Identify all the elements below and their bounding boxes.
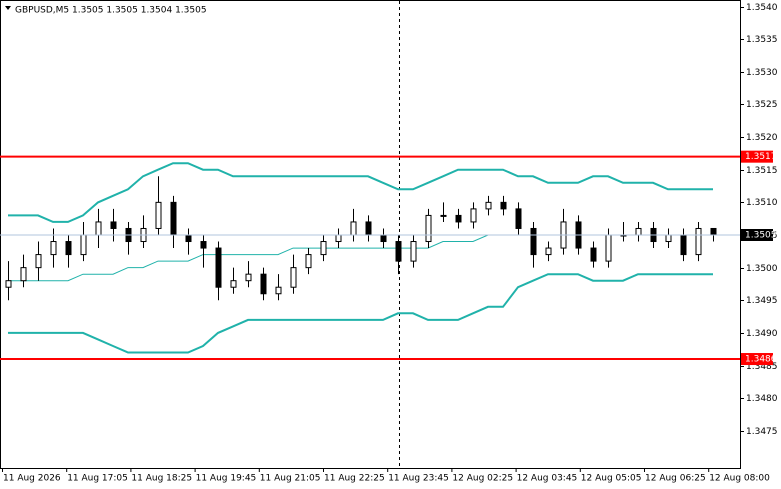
- candle-body: [170, 201, 177, 236]
- candle-body: [20, 267, 27, 282]
- candle-body: [665, 234, 672, 243]
- candle-body: [155, 201, 162, 229]
- candle-body: [245, 273, 252, 282]
- candle-body: [485, 201, 492, 210]
- y-tick-label: 1.3530: [746, 68, 778, 78]
- candle-body: [5, 280, 12, 288]
- candle-body: [545, 247, 552, 256]
- candle-body: [95, 221, 102, 236]
- candle-body: [380, 234, 387, 243]
- y-tick-label: 1.3525: [746, 100, 778, 110]
- candle-body: [395, 241, 402, 262]
- candle-body: [455, 214, 462, 223]
- candle-body: [500, 201, 507, 210]
- current-price-box: [741, 229, 773, 241]
- candle-body: [680, 234, 687, 256]
- candle-body: [110, 221, 117, 229]
- x-tick-label: 12 Aug 06:25: [645, 474, 706, 484]
- level-label-box: [741, 150, 773, 163]
- level-label-box: [741, 353, 773, 366]
- x-tick-label: 11 Aug 2026: [3, 474, 61, 484]
- candle-body: [215, 247, 222, 288]
- candle-body: [695, 227, 702, 256]
- candle-body: [305, 254, 312, 269]
- level-label: 1.3486: [745, 355, 777, 365]
- level-label: 1.3517: [745, 152, 777, 162]
- x-tick-label: 12 Aug 03:45: [517, 474, 578, 484]
- candle-body: [80, 234, 87, 256]
- candle-body: [290, 267, 297, 288]
- x-tick-label: 11 Aug 23:45: [388, 474, 449, 484]
- y-tick-label: 1.3540: [746, 3, 778, 13]
- candle-body: [35, 254, 42, 269]
- y-tick-label: 1.3500: [746, 264, 778, 274]
- candle-body: [275, 286, 282, 295]
- current-price-label: 1.3505: [745, 231, 777, 241]
- candle-body: [530, 227, 537, 256]
- x-tick-label: 11 Aug 17:05: [67, 474, 128, 484]
- candle-body: [230, 280, 237, 288]
- x-tick-label: 12 Aug 08:00: [709, 474, 770, 484]
- y-tick-label: 1.3535: [746, 35, 778, 45]
- x-tick-label: 12 Aug 02:25: [452, 474, 513, 484]
- y-tick-label: 1.3475: [746, 427, 778, 437]
- candle-body: [200, 241, 207, 249]
- candle-body: [65, 241, 72, 256]
- chart-title: GBPUSD,M5 1.3505 1.3505 1.3504 1.3505: [15, 6, 207, 16]
- x-tick-label: 11 Aug 19:45: [196, 474, 257, 484]
- candle-body: [410, 241, 417, 262]
- candle-body: [185, 234, 192, 243]
- y-tick-label: 1.3490: [746, 329, 778, 339]
- x-tick-label: 11 Aug 18:25: [131, 474, 192, 484]
- y-tick-label: 1.3495: [746, 296, 778, 306]
- bollinger-band: [8, 273, 713, 354]
- candle-body: [590, 247, 597, 262]
- y-tick-label: 1.3480: [746, 394, 778, 404]
- candle-body: [320, 241, 327, 256]
- candle-body: [470, 208, 477, 223]
- candle-body: [425, 214, 432, 243]
- candle-body: [710, 227, 717, 236]
- x-tick-label: 12 Aug 05:05: [581, 474, 642, 484]
- bollinger-band: [8, 162, 713, 223]
- candle-body: [635, 227, 642, 236]
- candle-body: [350, 221, 357, 236]
- candle-body: [440, 214, 447, 217]
- y-tick-label: 1.3485: [746, 362, 778, 372]
- candle-body: [365, 221, 372, 236]
- symbol-arrow: [5, 6, 11, 10]
- x-tick-label: 11 Aug 21:05: [260, 474, 321, 484]
- candle-body: [260, 273, 267, 295]
- y-tick-label: 1.3510: [746, 198, 778, 208]
- candle-body: [50, 241, 57, 256]
- y-tick-label: 1.3515: [746, 166, 778, 176]
- y-tick-label: 1.3520: [746, 133, 778, 143]
- candle-body: [515, 208, 522, 229]
- candle-body: [335, 234, 342, 243]
- candle-body: [605, 234, 612, 262]
- x-tick-label: 11 Aug 22:25: [324, 474, 385, 484]
